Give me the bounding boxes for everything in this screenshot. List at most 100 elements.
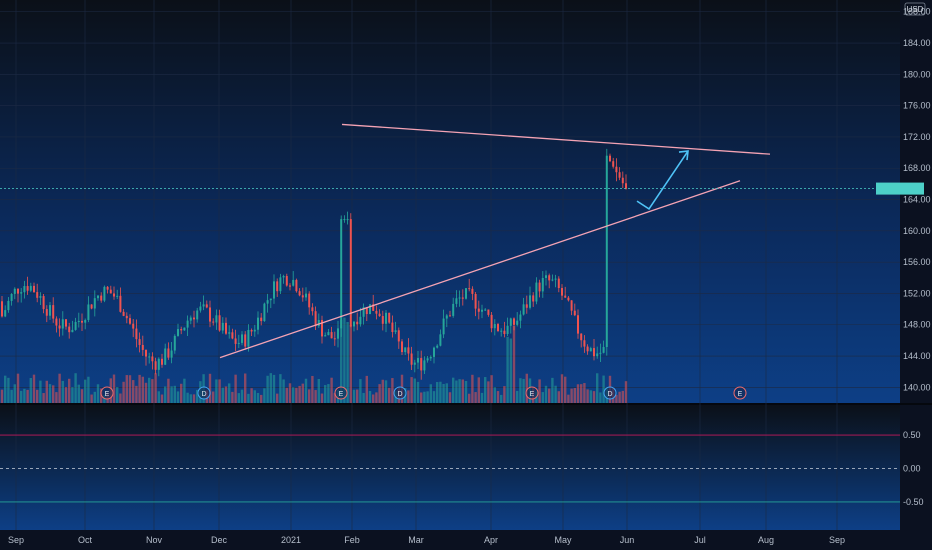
time-tick-label: Sep bbox=[829, 535, 845, 545]
volume-bar bbox=[375, 392, 378, 403]
candle-body bbox=[573, 310, 576, 316]
volume-bar bbox=[260, 394, 263, 403]
volume-bar bbox=[541, 392, 544, 403]
volume-bar bbox=[0, 389, 4, 403]
candle-body bbox=[260, 317, 263, 322]
volume-bar bbox=[618, 391, 621, 403]
candle-body bbox=[541, 277, 544, 292]
candle-body bbox=[129, 318, 131, 324]
volume-bar bbox=[132, 380, 135, 403]
event-marker[interactable]: D bbox=[393, 386, 407, 400]
candle-body bbox=[237, 342, 240, 344]
osc-scale-background[interactable] bbox=[900, 405, 932, 530]
candle-body bbox=[490, 314, 493, 329]
price-tick-label: 188.00 bbox=[903, 7, 931, 17]
volume-bar bbox=[135, 385, 138, 403]
candle-body bbox=[119, 295, 122, 312]
volume-bar bbox=[272, 374, 276, 403]
candle-body bbox=[116, 295, 119, 297]
volume-bar bbox=[196, 389, 199, 403]
candle-body bbox=[74, 321, 77, 330]
volume-bar bbox=[80, 389, 84, 403]
candle-body bbox=[471, 288, 474, 294]
volume-bar bbox=[10, 389, 13, 403]
volume-bar bbox=[285, 387, 288, 403]
time-scale-background[interactable] bbox=[0, 530, 932, 550]
candle-body bbox=[295, 279, 298, 292]
volume-bar bbox=[144, 382, 148, 403]
grid bbox=[0, 0, 900, 530]
price-scale-background[interactable] bbox=[900, 0, 932, 403]
price-tick-label: 156.00 bbox=[903, 257, 931, 267]
candle-body bbox=[621, 177, 624, 184]
candle-body bbox=[449, 315, 451, 317]
volume-bar bbox=[45, 380, 48, 403]
volume-bar bbox=[26, 389, 29, 403]
event-marker[interactable]: E bbox=[100, 386, 114, 400]
candle-body bbox=[61, 319, 64, 329]
candle-body bbox=[234, 338, 237, 344]
pane-separator[interactable] bbox=[0, 403, 932, 405]
event-marker[interactable]: E bbox=[733, 386, 747, 400]
volume-bar bbox=[13, 384, 16, 403]
candle-body bbox=[135, 328, 138, 340]
candle-body bbox=[161, 358, 163, 365]
volume-bar bbox=[327, 384, 330, 403]
trendline[interactable] bbox=[219, 180, 741, 359]
trendline[interactable] bbox=[341, 123, 771, 155]
candle-body bbox=[250, 329, 253, 332]
candle-body bbox=[327, 332, 330, 336]
candle-body bbox=[378, 313, 381, 317]
candle-body bbox=[529, 295, 531, 308]
time-tick-label: Jul bbox=[694, 535, 706, 545]
volume-bar bbox=[173, 385, 176, 403]
volume-bar bbox=[487, 381, 490, 403]
last-price-tag[interactable] bbox=[876, 182, 924, 195]
volume-bar bbox=[365, 375, 368, 403]
osc-tick-label: 0.50 bbox=[903, 430, 921, 440]
candle-body bbox=[321, 320, 323, 337]
volume-bar bbox=[484, 377, 487, 403]
volume-bar bbox=[58, 373, 61, 403]
candle-body bbox=[305, 293, 307, 298]
volume-bar bbox=[349, 325, 352, 403]
candle-body bbox=[113, 293, 115, 297]
volume-bar bbox=[573, 388, 576, 403]
candle-body bbox=[77, 320, 80, 322]
candle-body bbox=[39, 296, 42, 298]
candle-body bbox=[429, 356, 432, 359]
drawings[interactable] bbox=[0, 123, 900, 359]
volume-bar bbox=[189, 394, 192, 403]
event-marker[interactable]: E bbox=[334, 386, 348, 400]
volume-bar bbox=[468, 393, 471, 403]
time-tick-label: Sep bbox=[8, 535, 24, 545]
event-marker[interactable]: E bbox=[525, 386, 539, 400]
candle-body bbox=[132, 323, 135, 329]
volume-bar bbox=[52, 385, 55, 403]
time-tick-label: Dec bbox=[211, 535, 228, 545]
volume-bar bbox=[36, 389, 39, 403]
candle-body bbox=[404, 347, 407, 353]
candle-body bbox=[279, 277, 282, 292]
volume-bar bbox=[333, 393, 336, 403]
volume-bar bbox=[551, 377, 554, 403]
volume-bar bbox=[516, 390, 519, 403]
candle-body bbox=[241, 334, 243, 343]
event-marker[interactable]: D bbox=[197, 386, 211, 400]
volume-bar bbox=[74, 373, 77, 403]
candle-body bbox=[577, 315, 579, 334]
candle-body bbox=[209, 307, 211, 322]
candle-body bbox=[509, 318, 512, 326]
oscillator-pane-background bbox=[0, 405, 900, 530]
volume-bar bbox=[439, 381, 442, 403]
event-marker[interactable]: D bbox=[603, 386, 617, 400]
projection-arrow[interactable] bbox=[636, 150, 689, 211]
price-tick-label: 176.00 bbox=[903, 101, 931, 111]
candle-body bbox=[231, 332, 234, 339]
candle-body bbox=[538, 282, 541, 292]
candle-body bbox=[474, 293, 477, 309]
candle-body bbox=[343, 219, 346, 221]
currency-badge[interactable]: USD bbox=[904, 2, 926, 16]
